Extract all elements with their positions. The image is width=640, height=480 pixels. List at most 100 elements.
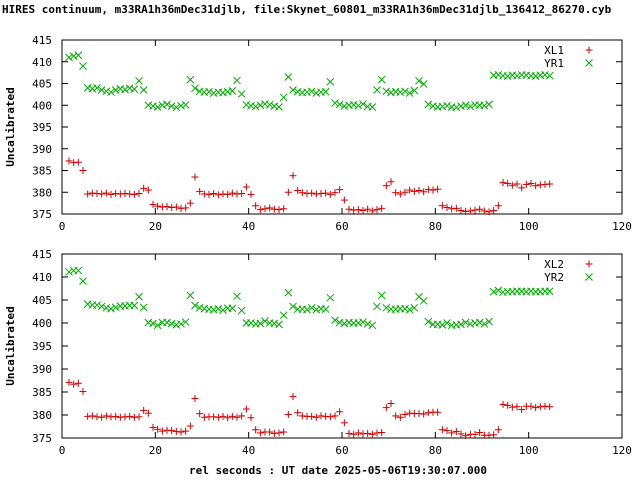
cross-point: [410, 303, 419, 312]
marker-stroke: [405, 305, 414, 314]
cross-point: [354, 101, 363, 110]
marker-stroke: [289, 302, 297, 311]
marker-stroke: [139, 303, 148, 312]
marker-stroke: [401, 87, 409, 96]
plus-point: [154, 425, 162, 433]
marker-stroke: [531, 72, 540, 80]
marker-stroke: [251, 102, 260, 111]
cross-point: [331, 316, 339, 325]
plus-point: [438, 426, 446, 434]
plus-point: [382, 404, 390, 412]
plus-point: [224, 190, 232, 198]
plus-point: [79, 167, 87, 174]
series-yr1: [65, 51, 554, 112]
plus-point: [65, 157, 73, 165]
marker-stroke: [65, 268, 73, 276]
marker-stroke: [307, 303, 316, 312]
marker-stroke: [219, 88, 227, 97]
marker-stroke: [214, 304, 223, 313]
plus-point: [308, 189, 316, 197]
marker-stroke: [284, 288, 293, 297]
cross-point: [172, 320, 181, 329]
marker-stroke: [480, 101, 489, 110]
marker-stroke: [429, 102, 437, 110]
plus-point: [326, 190, 334, 198]
cross-point: [466, 320, 475, 328]
marker-stroke: [191, 84, 199, 93]
cross-point: [359, 318, 367, 326]
cross-point: [275, 103, 283, 111]
cross-point: [307, 87, 316, 96]
cross-point: [205, 87, 213, 96]
plus-point: [392, 412, 400, 420]
plus-point: [247, 414, 255, 422]
plus-point: [364, 429, 372, 437]
plus-point: [527, 180, 535, 188]
y-axis-label: Uncalibrated: [4, 306, 17, 385]
plus-point: [499, 400, 507, 408]
marker-stroke: [368, 103, 377, 111]
marker-stroke: [303, 88, 311, 97]
cross-point: [443, 101, 451, 110]
marker-stroke: [186, 291, 195, 300]
plus-point: [359, 207, 367, 215]
marker-stroke: [415, 77, 423, 85]
plus-point: [144, 186, 152, 194]
marker-stroke: [452, 103, 461, 112]
plus-point: [140, 406, 148, 414]
marker-stroke: [415, 292, 423, 301]
plus-point: [154, 202, 162, 210]
marker-stroke: [79, 277, 87, 285]
marker-stroke: [377, 291, 386, 300]
cross-point: [303, 88, 311, 97]
cross-point: [368, 321, 377, 330]
cross-point: [485, 100, 493, 109]
plus-point: [415, 187, 423, 195]
marker-stroke: [228, 87, 237, 95]
marker-stroke: [97, 86, 106, 94]
cross-point: [382, 87, 391, 96]
plus-point: [158, 427, 166, 435]
cross-point: [312, 89, 321, 97]
y-tick-label: 410: [32, 56, 52, 69]
cross-point: [335, 318, 344, 327]
cross-point: [181, 100, 190, 109]
plus-point: [284, 188, 292, 196]
plus-point: [252, 426, 260, 434]
plus-point: [331, 189, 339, 197]
cross-point: [531, 72, 540, 80]
plus-point: [74, 158, 82, 166]
marker-stroke: [368, 321, 377, 330]
marker-stroke: [331, 316, 339, 325]
plus-point: [401, 188, 409, 196]
marker-stroke: [363, 320, 372, 328]
plus-point: [144, 409, 152, 417]
marker-stroke: [485, 317, 493, 326]
upper-plot-panel: 375 380 385 390 395 400 405 410 415 0 20 40 60 80 100 1…: [4, 34, 632, 233]
cross-point: [153, 321, 162, 330]
plus-point: [457, 430, 465, 438]
plus-point: [79, 388, 87, 396]
plus-point: [350, 430, 358, 438]
marker-stroke: [191, 301, 199, 310]
cross-point: [377, 291, 386, 300]
legend-label: XL2: [544, 258, 564, 271]
cross-point: [83, 83, 92, 92]
cross-point: [191, 84, 199, 93]
cross-point: [256, 319, 265, 328]
plus-point: [130, 190, 138, 198]
marker-stroke: [466, 102, 475, 111]
cross-point: [513, 71, 521, 80]
x-axis-label: rel seconds : UT date 2025-05-06T19:30:0…: [189, 464, 487, 477]
cross-point: [167, 319, 176, 328]
cross-point: [307, 303, 316, 312]
plus-point: [186, 199, 194, 207]
plus-point: [182, 204, 190, 212]
cross-point: [186, 75, 195, 84]
cross-point: [121, 85, 129, 94]
cross-point: [139, 303, 148, 312]
marker-stroke: [331, 99, 339, 107]
plus-point: [266, 428, 274, 436]
marker-stroke: [485, 100, 493, 109]
cross-point: [219, 88, 227, 97]
